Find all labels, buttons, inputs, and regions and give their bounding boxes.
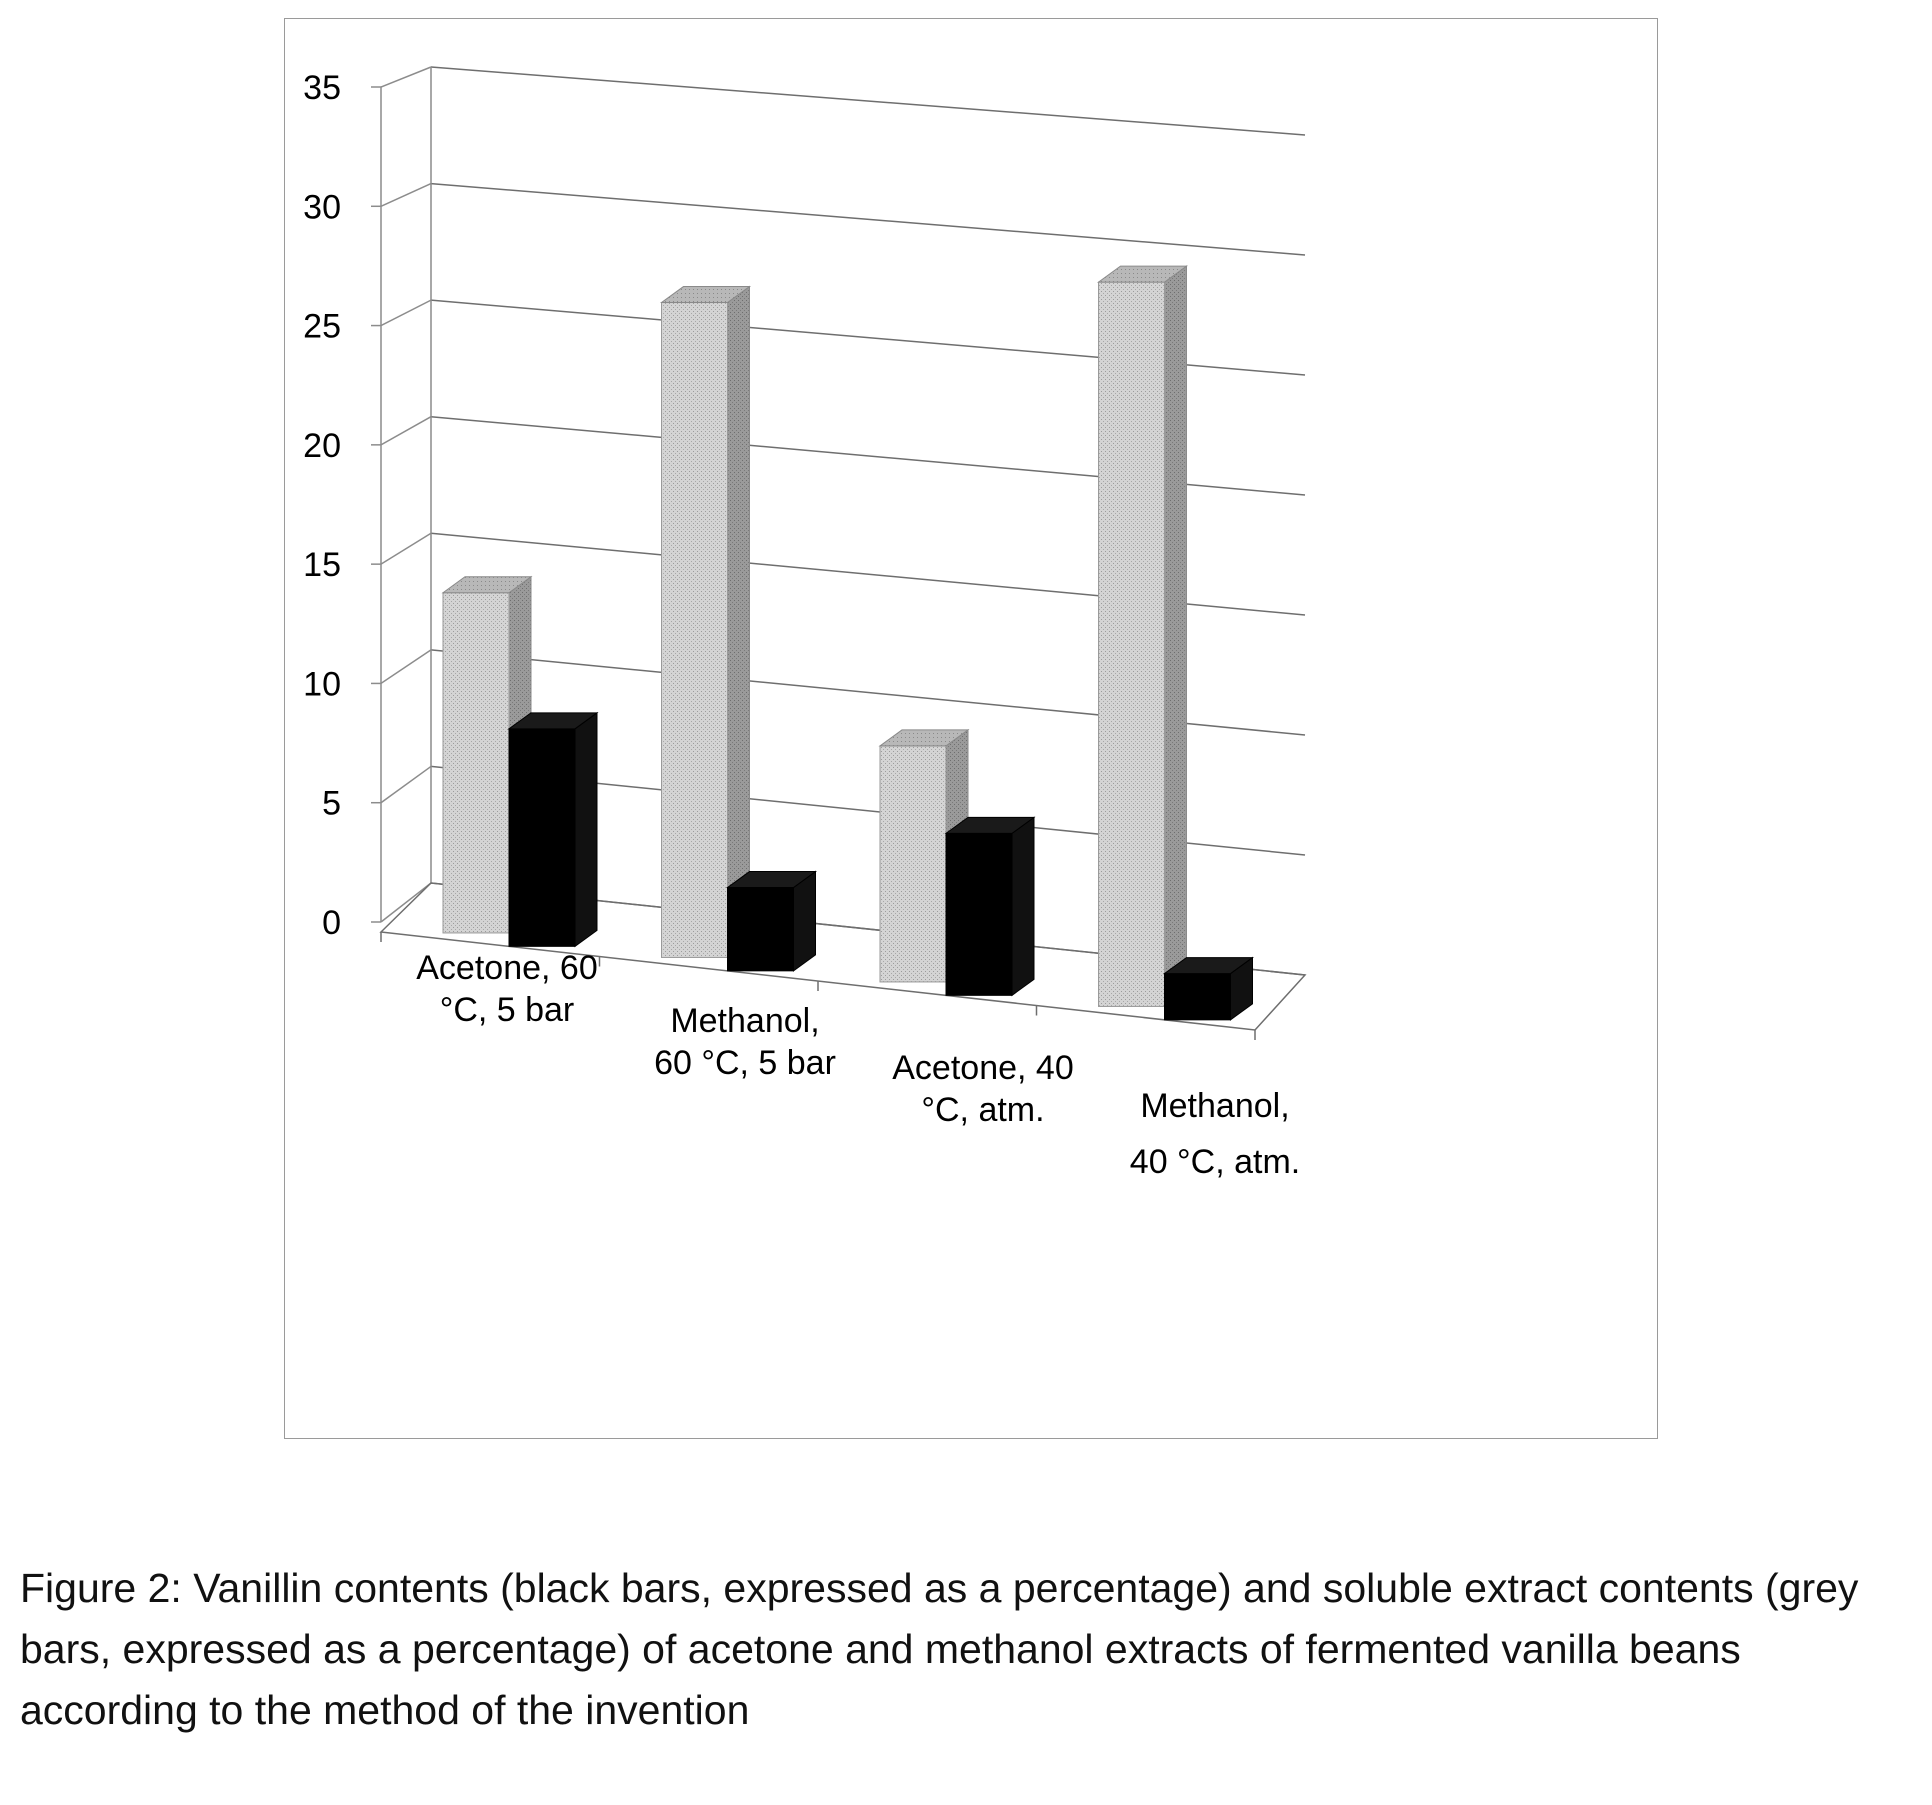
y-tick-label: 10 [303, 665, 341, 703]
chart-frame: 0 5 10 15 20 25 30 35 Acetone, 60 °C, 5 bar Metha… [284, 18, 1658, 1439]
y-tick-label: 35 [303, 69, 341, 107]
bars [441, 265, 1255, 1021]
category-label: Acetone, 60 °C, 5 bar [416, 949, 597, 1029]
category-label-line: °C, 5 bar [440, 991, 575, 1029]
category-labels: Acetone, 60 °C, 5 bar Methanol, 60 °C, 5 ba… [416, 949, 1300, 1181]
gridline-side [380, 182, 432, 207]
bar-top-face [725, 871, 818, 889]
bar-side-face [574, 711, 598, 948]
bar-side-face [1011, 816, 1035, 997]
y-tick-label: 5 [322, 785, 341, 823]
y-tick-label: 30 [303, 188, 341, 226]
bar-front-face [727, 887, 794, 972]
y-tick-label: 15 [303, 546, 341, 584]
y-tick-label: 20 [303, 427, 341, 465]
y-tick-label: 0 [322, 904, 341, 942]
bar-front-face [945, 832, 1013, 996]
gridline-side [380, 66, 432, 88]
bar-top-face [1096, 265, 1189, 283]
gridline-side [380, 649, 432, 685]
bar-black [1162, 956, 1255, 1021]
y-tick-label: 25 [303, 308, 341, 346]
gridline [430, 182, 1306, 256]
bar-grey [1096, 265, 1189, 1008]
bar-black [507, 711, 599, 948]
category-label: Methanol, 60 °C, 5 bar [654, 1002, 836, 1082]
category-label-line: °C, atm. [921, 1091, 1044, 1129]
category-label-line: Methanol, [1140, 1087, 1289, 1125]
gridline-side [380, 882, 432, 923]
category-label-line: Acetone, 60 [416, 949, 597, 987]
gridline-side [380, 299, 432, 327]
axes [371, 67, 1307, 1040]
bar-front-face [661, 302, 728, 958]
bar-top-face [878, 729, 970, 747]
bar-black [725, 870, 818, 972]
gridline-side [380, 532, 432, 565]
bar-grey [659, 285, 752, 959]
bar-black [944, 816, 1036, 997]
bar-front-face [1164, 973, 1231, 1021]
bar-top-face [659, 286, 752, 304]
category-label-line: 40 °C, atm. [1130, 1143, 1300, 1181]
bar-chart: 0 5 10 15 20 25 30 35 Acetone, 60 °C, 5 bar Metha… [303, 66, 1307, 1181]
bar-front-face [1098, 281, 1165, 1007]
bar-front-face [879, 745, 947, 983]
bar-front-face [442, 592, 510, 934]
bar-top-face [1162, 957, 1255, 975]
gridline-side [380, 765, 432, 804]
bar-front-face [508, 728, 576, 947]
floor-plane [379, 882, 1307, 1031]
category-label-line: Acetone, 40 [892, 1049, 1073, 1087]
bar-top-face [507, 712, 599, 730]
bar-top-face [944, 816, 1036, 834]
bar-side-face [727, 285, 750, 959]
category-label: Methanol, 40 °C, atm. [1130, 1087, 1300, 1181]
figure-caption: Figure 2: Vanillin contents (black bars,… [20, 1565, 1859, 1733]
y-tick-labels: 0 5 10 15 20 25 30 35 [303, 69, 341, 942]
category-label-line: Methanol, [670, 1002, 819, 1040]
bar-top-face [441, 576, 533, 594]
gridline-side [380, 416, 432, 446]
gridline [430, 66, 1306, 136]
category-label-line: 60 °C, 5 bar [654, 1044, 836, 1082]
bar-side-face [793, 870, 816, 972]
bar-side-face [1164, 265, 1187, 1008]
category-label: Acetone, 40 °C, atm. [892, 1049, 1073, 1129]
